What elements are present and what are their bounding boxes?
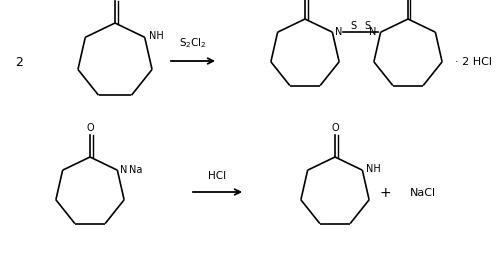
- Text: · 2 HCl: · 2 HCl: [455, 57, 492, 67]
- Text: HCl: HCl: [208, 170, 226, 180]
- Text: N: N: [369, 27, 376, 37]
- Text: NH: NH: [149, 31, 164, 41]
- Text: +: +: [379, 185, 391, 199]
- Text: S: S: [364, 21, 371, 31]
- Text: N: N: [335, 27, 343, 37]
- Text: N: N: [121, 165, 128, 174]
- Text: S: S: [351, 21, 357, 31]
- Text: Na: Na: [129, 165, 143, 174]
- Text: O: O: [86, 122, 94, 133]
- Text: 2: 2: [15, 55, 23, 68]
- Text: O: O: [331, 122, 339, 133]
- Text: NH: NH: [367, 164, 381, 173]
- Text: S$_2$Cl$_2$: S$_2$Cl$_2$: [179, 36, 207, 50]
- Text: NaCl: NaCl: [410, 187, 436, 197]
